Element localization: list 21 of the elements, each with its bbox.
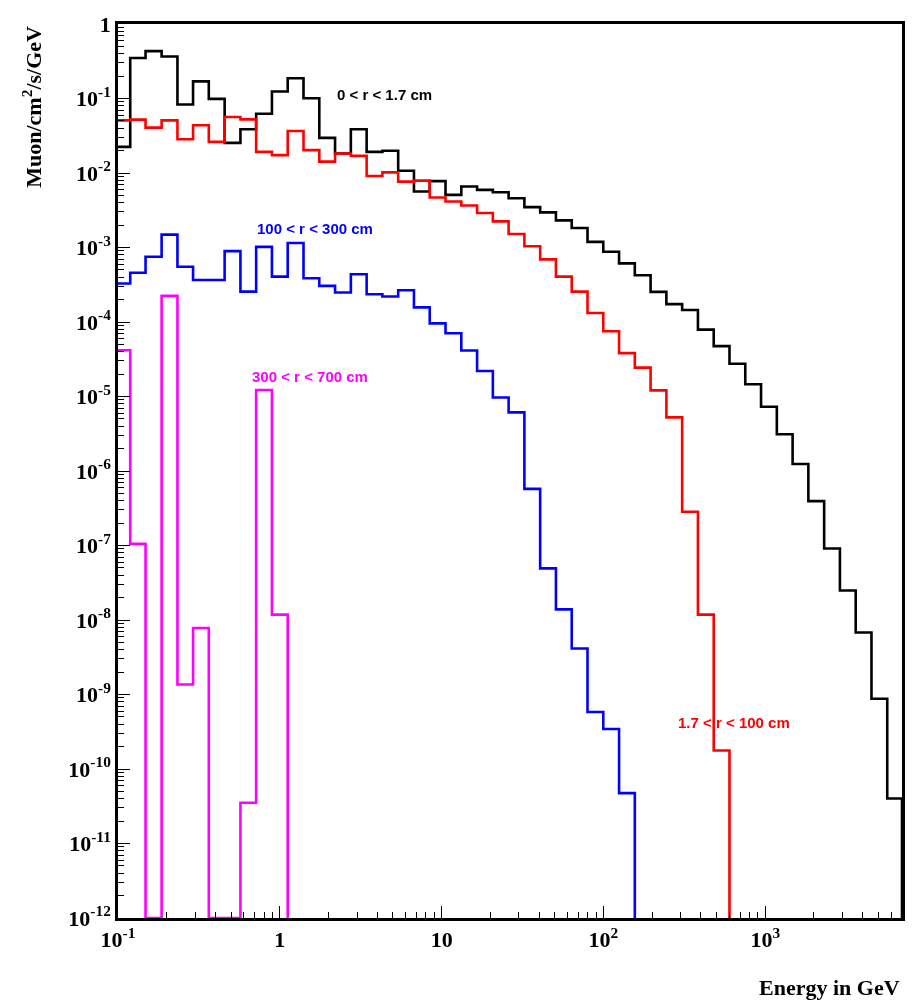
series-label: 1.7 < r < 100 cm	[678, 714, 790, 731]
series-label: 0 < r < 1.7 cm	[337, 86, 433, 103]
series-label: 300 < r < 700 cm	[252, 368, 368, 385]
y-tick-label: 10$^{-11}$	[69, 827, 111, 857]
y-tick-label: 10$^{-10}$	[68, 753, 112, 782]
y-tick-label: 10$^{-8}$	[76, 604, 112, 633]
y-tick-label: 10$^{-1}$	[76, 82, 111, 112]
y-tick-label: 10$^{-3}$	[76, 231, 112, 261]
x-tick-label: 10	[430, 927, 453, 953]
y-tick-label: 10$^{-7}$	[76, 529, 112, 559]
x-axis-title: Energy in GeV	[759, 975, 900, 1000]
y-tick-label: 10$^{-9}$	[76, 678, 112, 708]
y-tick-label: 10$^{-6}$	[76, 455, 112, 484]
y-tick-label: 10$^{-5}$	[76, 380, 112, 410]
series-label: 100 < r < 300 cm	[257, 220, 373, 237]
y-tick-label: 10$^{-2}$	[76, 157, 112, 186]
x-tick-label: 10$^{2}$	[588, 923, 619, 953]
x-tick-label: 10$^{3}$	[750, 923, 781, 953]
y-tick-label: 10$^{-4}$	[76, 306, 112, 335]
x-tick-label: 1	[274, 927, 286, 953]
y-tick-label: 1	[99, 11, 111, 37]
